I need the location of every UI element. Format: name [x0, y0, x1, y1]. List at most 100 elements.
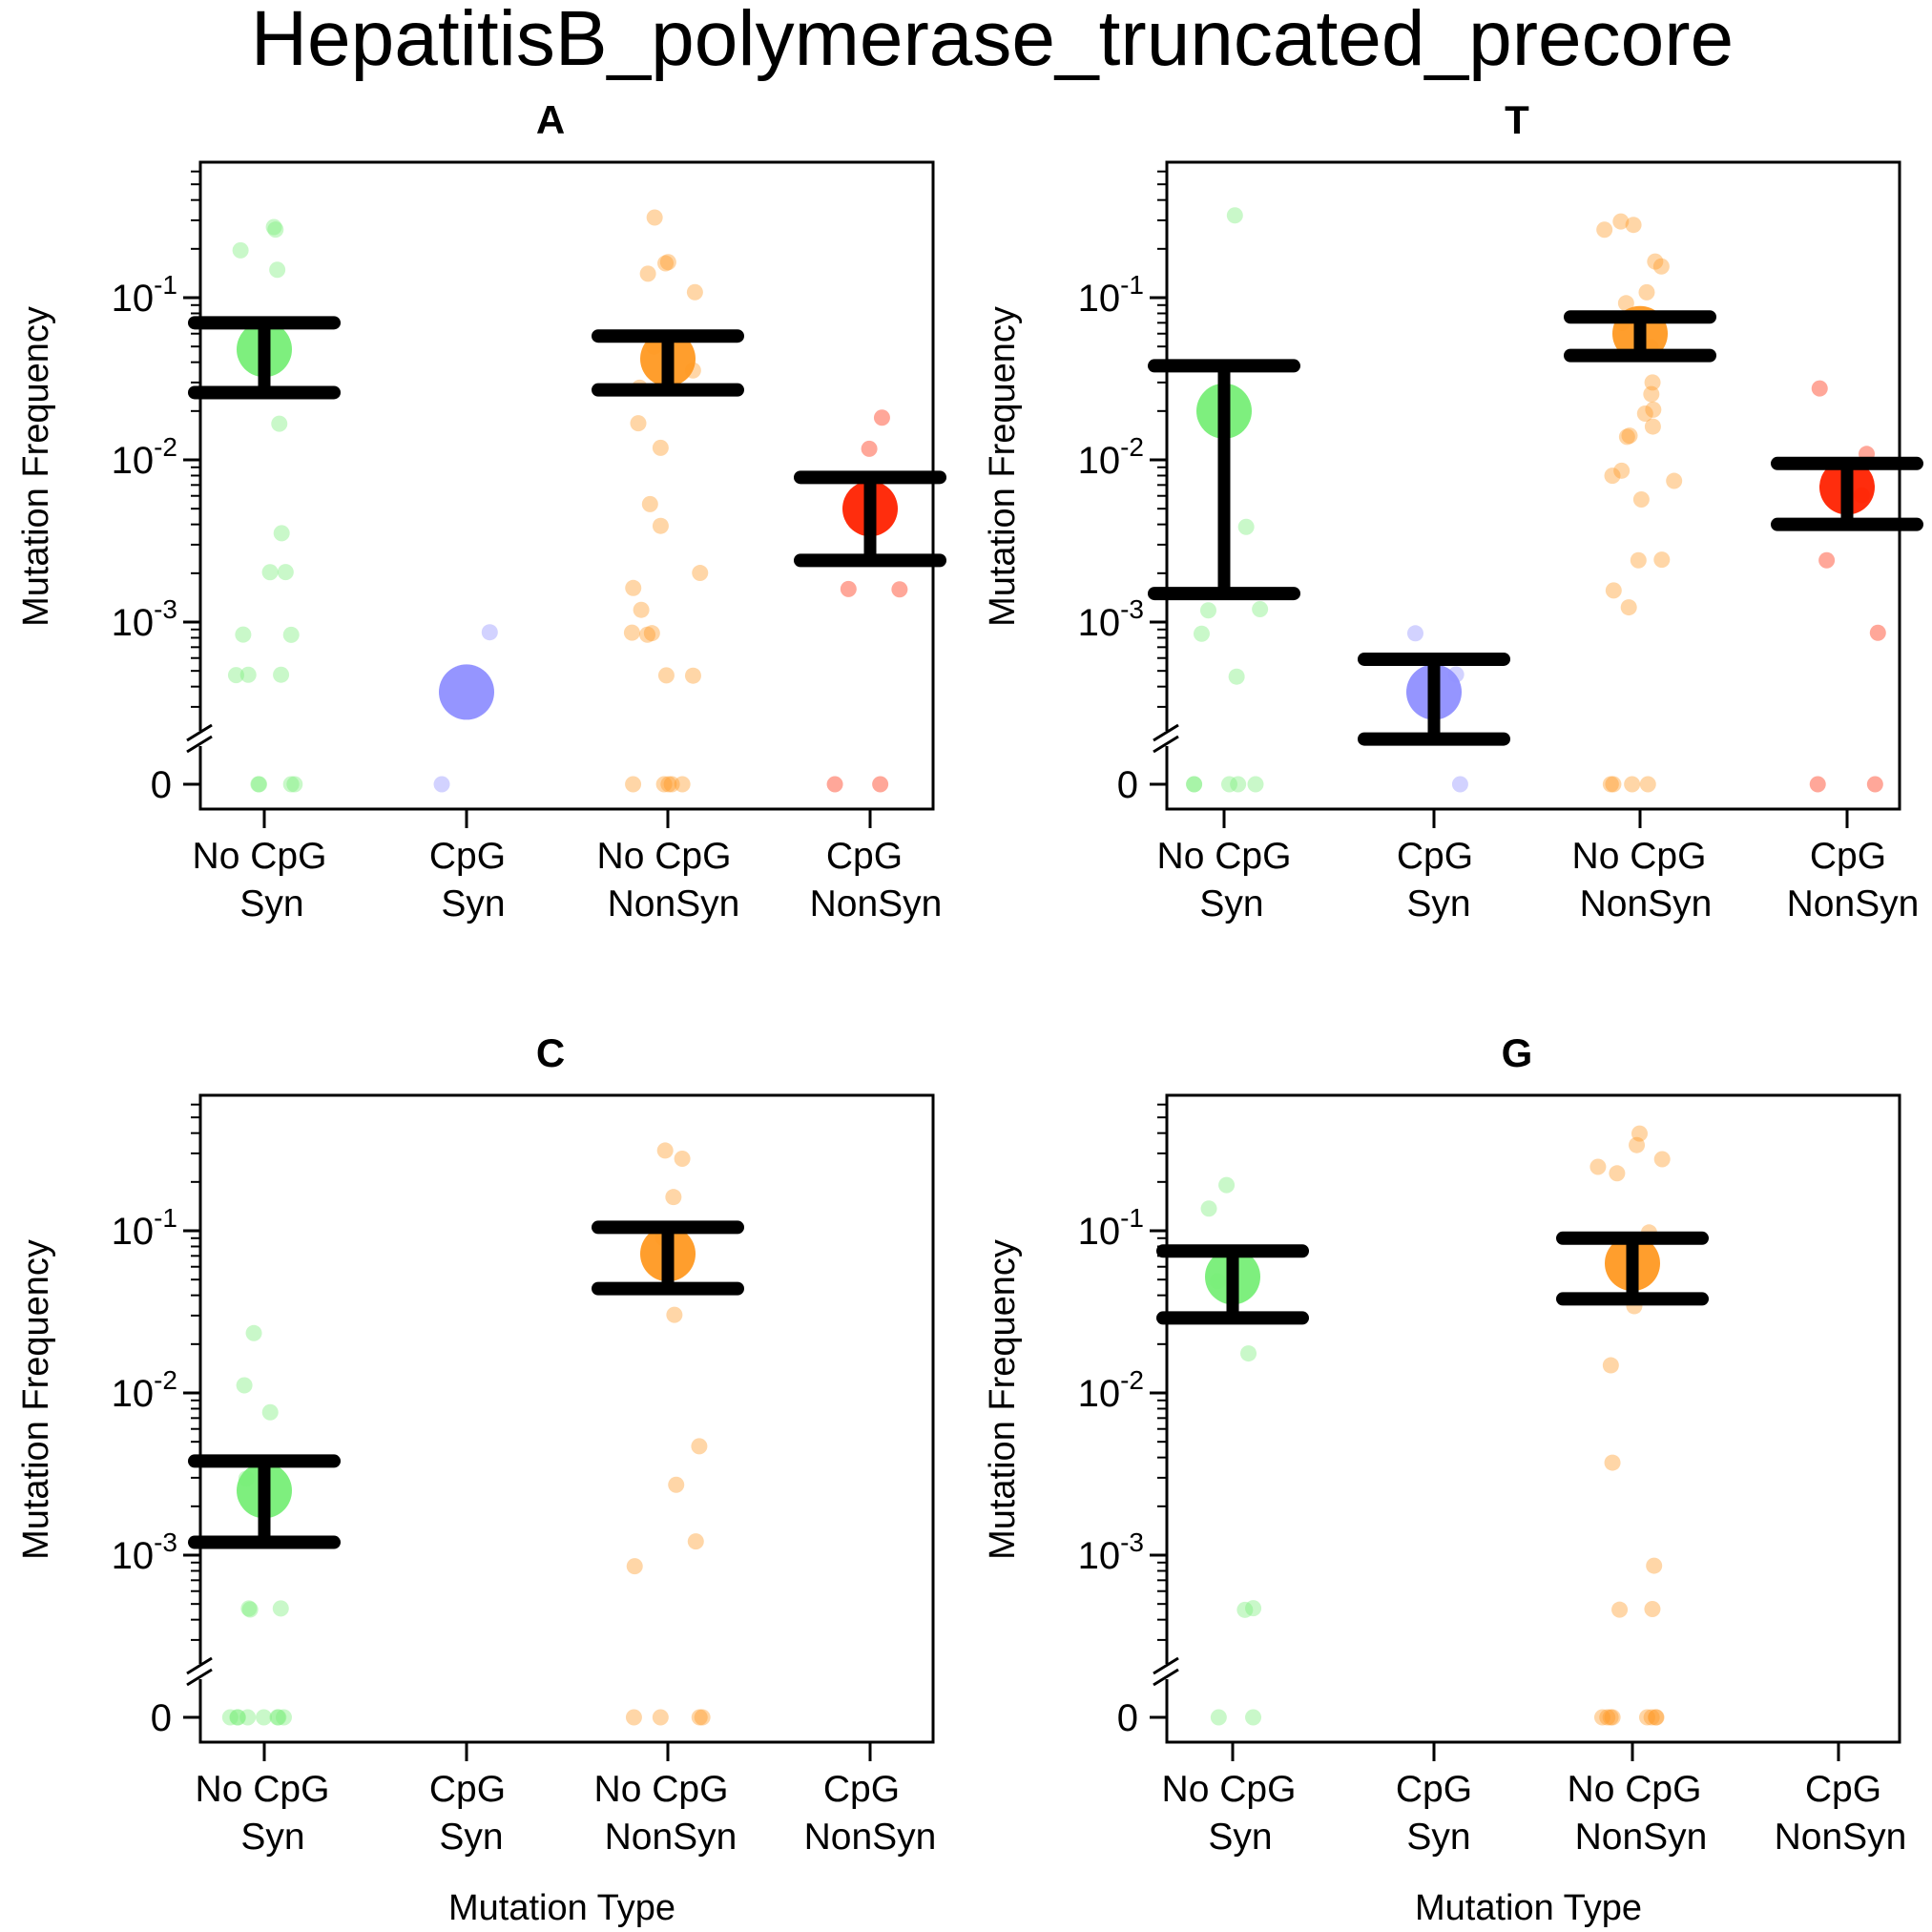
data-point [1245, 1600, 1262, 1617]
data-point [1632, 491, 1650, 509]
data-point [286, 776, 303, 793]
data-point [271, 415, 288, 432]
data-point [1605, 776, 1622, 793]
x-tick-label: Syn [439, 1817, 503, 1858]
data-point [1625, 217, 1642, 234]
y-tick-label: 0 [1117, 764, 1138, 806]
data-point [660, 776, 677, 793]
data-point [1643, 385, 1660, 403]
y-tick-label: 10-1 [1078, 270, 1144, 320]
panel-t: T 10-1 10-2 10-3 0 Mutation Frequency No CpG Sy… [983, 97, 1923, 924]
x-tick-label: NonSyn [804, 1817, 937, 1858]
data-point [250, 776, 267, 793]
y-axis-label: Mutation Frequency [983, 1239, 1023, 1560]
data-point [1653, 551, 1671, 569]
data-point [1605, 582, 1622, 599]
data-point [1193, 625, 1210, 642]
mean-marker [439, 664, 494, 720]
data-point [1617, 295, 1634, 312]
data-point [1869, 624, 1886, 641]
x-tick-label: Syn [239, 883, 303, 924]
x-tick-label: NonSyn [1775, 1817, 1907, 1858]
data-point [639, 265, 656, 282]
data-point [1611, 1601, 1629, 1618]
data-point [272, 1600, 289, 1617]
data-point [433, 776, 450, 793]
x-tick-label: CpG [1396, 1769, 1472, 1810]
data-point [665, 1189, 682, 1206]
data-point [481, 624, 498, 641]
data-point [826, 776, 843, 793]
y-tick-label: 10-2 [112, 1365, 177, 1415]
data-point [267, 221, 284, 239]
y-tick-label: 10-3 [112, 594, 177, 644]
data-point [652, 517, 669, 534]
x-tick-label: CpG [429, 1769, 506, 1810]
data-point [256, 1709, 273, 1726]
data-point [1652, 258, 1670, 275]
y-tick-label: 0 [151, 764, 172, 806]
data-point [1620, 599, 1637, 616]
axis-break-mark [186, 723, 213, 742]
data-point [1645, 401, 1662, 418]
x-tick-label: Syn [1208, 1817, 1272, 1858]
data-point [239, 1709, 257, 1726]
data-point [633, 601, 650, 618]
data-point [282, 626, 300, 643]
data-point [641, 495, 658, 512]
data-point [251, 776, 268, 793]
panel-title: T [1505, 97, 1529, 142]
data-point [227, 667, 244, 684]
data-point [1602, 1357, 1619, 1374]
data-point [1236, 1601, 1254, 1618]
data-point [873, 409, 890, 426]
data-point [1406, 625, 1423, 642]
data-point [235, 626, 252, 643]
data-point [655, 776, 673, 793]
data-point [657, 667, 675, 684]
data-point [269, 1709, 286, 1726]
data-point [1596, 221, 1613, 239]
data-point [1237, 518, 1255, 535]
y-tick-label: 10-1 [112, 270, 177, 320]
data-point [625, 776, 642, 793]
data-point [663, 776, 680, 793]
data-point [240, 1600, 258, 1617]
x-tick-label: CpG [823, 1769, 900, 1810]
data-point [1666, 472, 1683, 489]
x-tick-label: CpG [429, 836, 506, 877]
data-point [1210, 1709, 1227, 1726]
data-point [625, 579, 642, 596]
data-point [1811, 380, 1828, 397]
data-point [1602, 776, 1619, 793]
data-point [239, 666, 257, 683]
axis-break-mark [186, 1668, 213, 1687]
data-point [1186, 776, 1203, 793]
x-tick-label: NonSyn [608, 883, 740, 924]
data-point [241, 1601, 259, 1618]
panel-title: C [536, 1030, 565, 1075]
data-point [686, 283, 703, 301]
y-tick-label: 0 [1117, 1697, 1138, 1739]
data-point [1226, 207, 1243, 224]
data-point [221, 1709, 239, 1726]
data-point [639, 626, 656, 643]
y-tick-label: 10-2 [112, 432, 177, 482]
data-point [1644, 418, 1661, 435]
data-point [1638, 283, 1655, 301]
data-point [625, 1709, 642, 1726]
axis-break-mark [1153, 735, 1179, 754]
x-tick-label: NonSyn [605, 1817, 737, 1858]
plot-frame [1165, 1093, 1901, 1744]
x-tick-label: NonSyn [1575, 1817, 1708, 1858]
data-point [1612, 213, 1630, 230]
data-point [872, 776, 889, 793]
data-point [1644, 374, 1661, 391]
data-point [1604, 1709, 1621, 1726]
y-tick-label: 10-3 [1078, 594, 1144, 644]
data-point [261, 1403, 279, 1421]
y-tick-label: 10-1 [1078, 1203, 1144, 1253]
data-point [1200, 1200, 1217, 1217]
data-point [269, 261, 286, 279]
